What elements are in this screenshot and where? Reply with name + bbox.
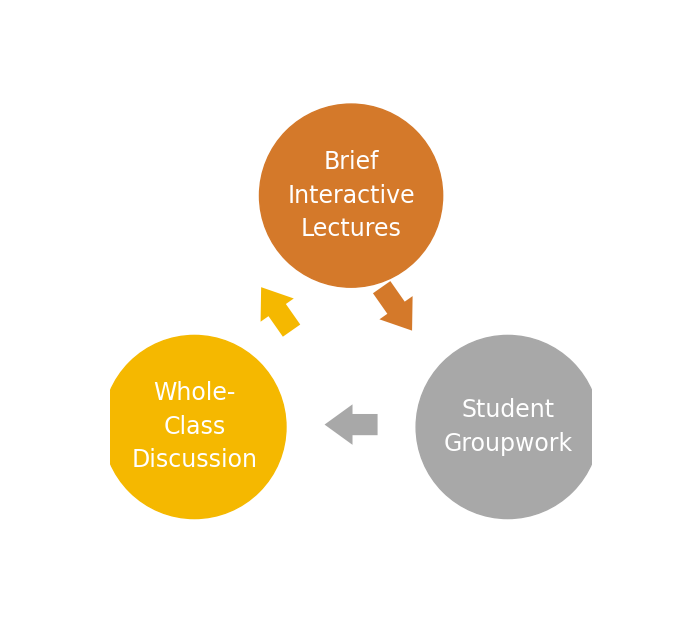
Polygon shape xyxy=(260,287,300,337)
Circle shape xyxy=(103,336,286,518)
Polygon shape xyxy=(373,281,412,331)
Text: Whole-
Class
Discussion: Whole- Class Discussion xyxy=(132,381,258,473)
Circle shape xyxy=(416,336,599,518)
Polygon shape xyxy=(325,404,377,445)
Text: Student
Groupwork: Student Groupwork xyxy=(443,398,572,456)
Circle shape xyxy=(260,104,443,287)
Text: Brief
Interactive
Lectures: Brief Interactive Lectures xyxy=(287,150,415,241)
